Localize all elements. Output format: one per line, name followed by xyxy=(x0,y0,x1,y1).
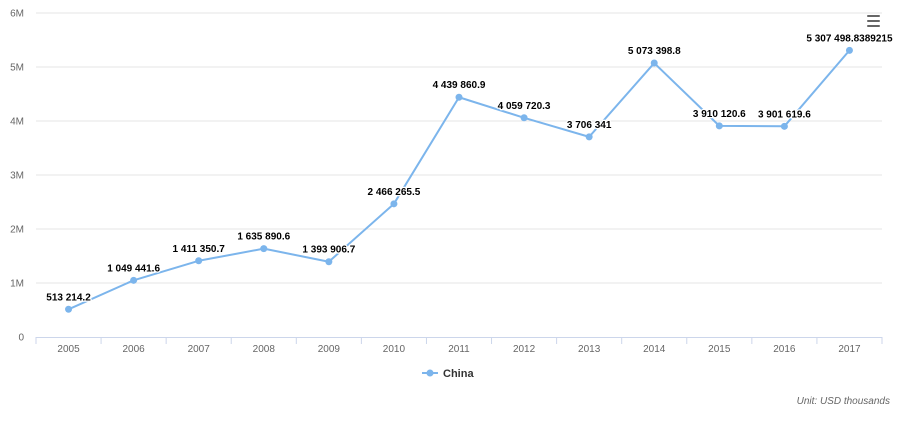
grid-lines xyxy=(36,12,882,284)
data-point[interactable] xyxy=(520,114,528,122)
data-point[interactable] xyxy=(715,122,723,130)
data-label: 4 439 860.9 xyxy=(433,80,486,91)
x-tick-label: 2014 xyxy=(643,344,666,355)
data-label: 4 059 720.3 xyxy=(498,101,551,112)
data-label: 2 466 265.5 xyxy=(368,187,421,198)
x-tick-label: 2006 xyxy=(122,344,145,355)
y-tick-label: 4M xyxy=(10,117,24,128)
data-label: 513 214.2 xyxy=(46,292,91,303)
y-tick-label: 0 xyxy=(18,333,24,344)
data-point[interactable] xyxy=(260,245,268,253)
data-point[interactable] xyxy=(650,59,658,67)
x-tick-label: 2010 xyxy=(383,344,406,355)
data-point[interactable] xyxy=(130,276,138,284)
data-label: 1 635 890.6 xyxy=(237,232,290,243)
data-label: 1 393 906.7 xyxy=(302,245,355,256)
x-tick-label: 2016 xyxy=(773,344,796,355)
chart-menu-button[interactable] xyxy=(864,12,884,30)
data-point[interactable] xyxy=(455,93,463,101)
y-tick-label: 1M xyxy=(10,279,24,290)
data-point[interactable] xyxy=(780,122,788,130)
y-tick-label: 5M xyxy=(10,63,24,74)
data-label: 1 049 441.6 xyxy=(107,263,160,274)
data-label: 1 411 350.7 xyxy=(173,244,226,255)
data-labels: 513 214.2 1 049 441.6 1 411 350.7 1 635 890… xyxy=(45,32,894,304)
data-point[interactable] xyxy=(195,257,203,265)
legend-item-china[interactable]: China xyxy=(443,368,474,380)
x-tick-label: 2005 xyxy=(57,344,80,355)
series-china[interactable] xyxy=(65,46,853,313)
x-tick-label: 2013 xyxy=(578,344,601,355)
x-tick-label: 2009 xyxy=(318,344,341,355)
data-label: 3 910 120.6 xyxy=(693,109,746,120)
x-tick-label: 2015 xyxy=(708,344,731,355)
hamburger-menu-icon-bar-3 xyxy=(867,25,880,27)
data-point[interactable] xyxy=(65,305,73,313)
legend-marker-icon xyxy=(426,369,434,377)
data-point[interactable] xyxy=(845,46,853,54)
axes: 0 1M 2M 3M 4M 5M 6M 2005 2006 2007 2008 2009 2010 201… xyxy=(10,9,883,355)
hamburger-menu-icon-bar-2 xyxy=(867,20,880,22)
legend[interactable]: China xyxy=(422,368,474,380)
y-tick-label: 6M xyxy=(10,9,24,20)
x-tick-label: 2012 xyxy=(513,344,536,355)
data-label: 5 307 498.8389215 xyxy=(806,33,893,44)
data-point[interactable] xyxy=(325,258,333,266)
x-tick-label: 2011 xyxy=(448,344,470,355)
y-tick-label: 3M xyxy=(10,171,24,182)
data-label: 5 073 398.8 xyxy=(628,46,681,57)
data-label: 3 706 341 xyxy=(567,120,612,131)
x-tick-label: 2007 xyxy=(188,344,211,355)
data-point[interactable] xyxy=(585,133,593,141)
data-label: 3 901 619.6 xyxy=(758,109,811,120)
y-tick-label: 2M xyxy=(10,225,24,236)
x-tick-label: 2017 xyxy=(838,344,861,355)
unit-note: Unit: USD thousands xyxy=(796,396,890,407)
data-point[interactable] xyxy=(390,200,398,208)
x-tick-label: 2008 xyxy=(253,344,276,355)
hamburger-menu-icon xyxy=(867,15,880,17)
